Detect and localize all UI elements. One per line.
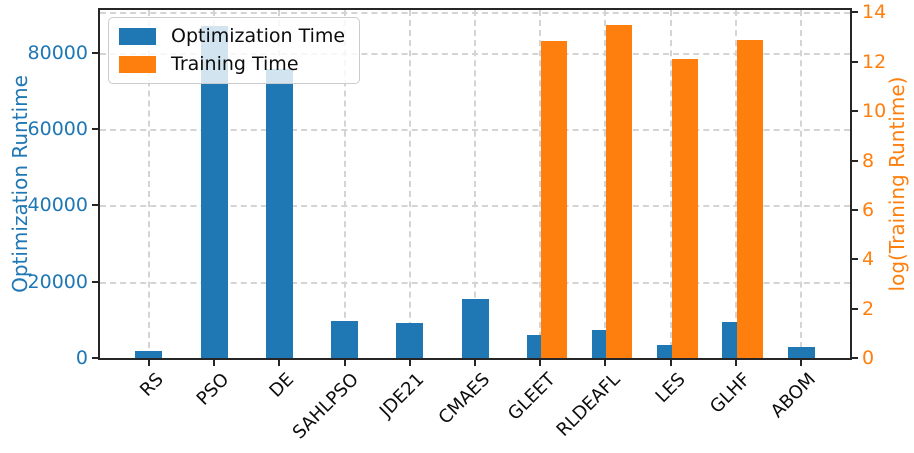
x-tick-label-pso: PSO (192, 369, 233, 410)
y-tick-label-right: 4 (862, 248, 875, 271)
y-tick-label-left: 40000 (27, 194, 88, 217)
y-tick-mark-right (852, 60, 858, 63)
legend-item-optimization-time: Optimization Time (119, 26, 345, 47)
plot-area: Optimization Time Training Time (98, 8, 852, 360)
y-tick-label-right: 6 (862, 198, 875, 221)
y-tick-mark-left (92, 128, 98, 131)
gridline-vertical (147, 10, 150, 358)
bar-training-time-rldeafl (606, 24, 633, 358)
y-tick-mark-left (92, 51, 98, 54)
y-tick-mark-left (92, 280, 98, 283)
y-tick-mark-right (852, 159, 858, 162)
y-tick-label-right: 12 (862, 50, 887, 73)
x-tick-mark (147, 360, 150, 366)
y-tick-label-left: 60000 (27, 118, 88, 141)
legend-item-training-time: Training Time (119, 52, 345, 75)
legend-swatch-training-time (119, 55, 156, 73)
y-tick-mark-left (92, 204, 98, 207)
y-tick-label-left: 80000 (27, 41, 88, 64)
bar-training-time-gleet (541, 40, 568, 358)
legend-swatch-optimization-time (119, 27, 156, 45)
bar-training-time-glhf (736, 39, 763, 358)
x-tick-label-les: LES (651, 369, 690, 408)
x-tick-mark (539, 360, 542, 366)
x-tick-mark (408, 360, 411, 366)
x-tick-mark (343, 360, 346, 366)
y-tick-label-right: 14 (862, 1, 887, 24)
x-tick-label-rs: RS (135, 369, 168, 401)
x-tick-mark (213, 360, 216, 366)
y-tick-mark-right (852, 11, 858, 14)
y-tick-mark-left (92, 357, 98, 359)
x-tick-mark (604, 360, 607, 366)
x-tick-mark (734, 360, 737, 366)
y-tick-label-right: 10 (862, 100, 887, 123)
y-tick-mark-right (852, 208, 858, 211)
gridline-vertical (539, 10, 542, 358)
bar-optimization-time-rs (135, 351, 163, 358)
gridline-vertical (669, 10, 672, 358)
x-tick-label-rldeafl: RLDEAFL (552, 369, 625, 441)
y-tick-label-right: 8 (862, 149, 875, 172)
x-tick-label-cmaes: CMAES (434, 369, 494, 429)
y-tick-label-right: 0 (862, 347, 875, 369)
bar-training-time-les (671, 59, 698, 358)
legend: Optimization Time Training Time (108, 17, 361, 84)
gridline-vertical (734, 10, 737, 358)
gridline-vertical (408, 10, 411, 358)
bar-optimization-time-abom (787, 346, 815, 358)
legend-label-optimization-time: Optimization Time (171, 25, 346, 47)
bar-optimization-time-de (265, 69, 293, 358)
y-tick-label-left: 0 (75, 347, 88, 369)
x-tick-label-jde21: JDE21 (375, 369, 429, 422)
x-tick-label-de: DE (265, 369, 299, 402)
x-tick-label-glhf: GLHF (706, 369, 755, 418)
y-tick-label-left: 20000 (27, 270, 88, 293)
right-axis-title: log(Training Runtime) (885, 76, 909, 292)
y-tick-mark-right (852, 357, 858, 359)
x-tick-label-gleet: GLEET (503, 369, 560, 425)
bar-optimization-time-sahlpso (331, 321, 359, 358)
x-tick-mark (800, 360, 803, 366)
bar-optimization-time-jde21 (396, 322, 424, 358)
gridline-vertical (474, 10, 476, 358)
gridline-vertical (800, 10, 803, 358)
bar-optimization-time-cmaes (461, 298, 489, 358)
left-axis-title: Optimization Runtime (8, 75, 32, 293)
legend-label-training-time: Training Time (171, 52, 299, 75)
x-tick-label-abom: ABOM (766, 369, 820, 423)
x-tick-label-sahlpso: SAHLPSO (289, 369, 364, 444)
y-tick-mark-right (852, 307, 858, 310)
gridline-vertical (604, 10, 607, 358)
x-tick-mark (278, 360, 281, 366)
y-tick-mark-right (852, 110, 858, 113)
x-tick-mark (474, 360, 476, 366)
y-tick-mark-right (852, 258, 858, 261)
x-tick-mark (669, 360, 672, 366)
gridline-vertical (343, 10, 346, 358)
y-tick-label-right: 2 (862, 297, 875, 320)
